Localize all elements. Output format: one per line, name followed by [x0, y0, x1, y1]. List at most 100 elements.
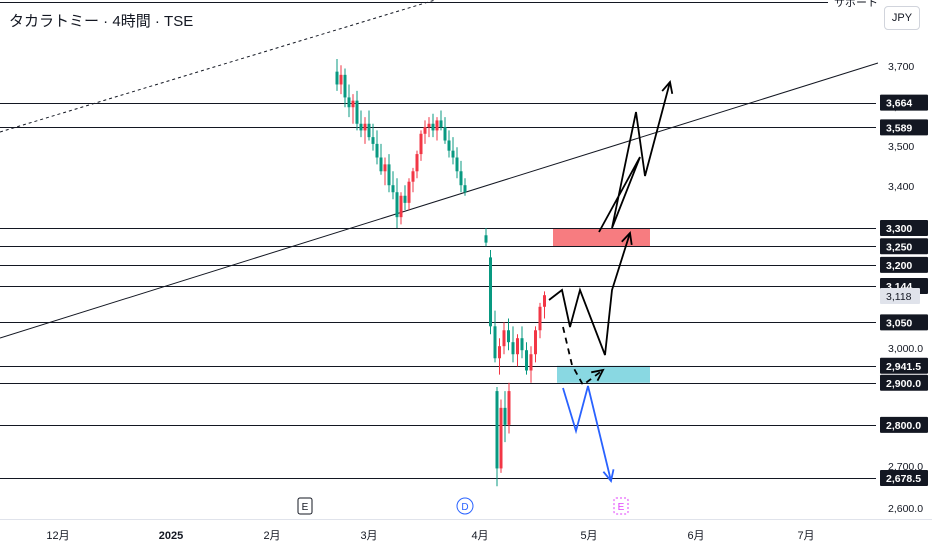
candle-body	[439, 120, 443, 128]
candle-body	[455, 157, 459, 172]
candle-body	[498, 346, 501, 359]
candle-body	[502, 330, 506, 347]
candle-body	[511, 342, 515, 355]
level-label: 3,200	[886, 260, 912, 272]
y-tick-label: 3,400	[888, 181, 914, 193]
candle-body	[507, 391, 511, 425]
level-label-bg	[880, 314, 928, 331]
forecast-path-4	[562, 385, 612, 482]
candle-body	[411, 171, 415, 182]
candle-body	[495, 391, 499, 469]
x-tick-label: 12月	[46, 530, 69, 542]
candle-body	[359, 123, 363, 131]
candle-body	[525, 350, 528, 371]
candle-body	[391, 185, 395, 193]
level-label-bg	[880, 416, 928, 433]
candle-body	[343, 74, 347, 98]
x-tick-label: 6月	[687, 530, 704, 542]
trendline-solid	[0, 62, 879, 339]
event-label: E	[302, 502, 309, 513]
candle-body	[351, 100, 355, 108]
symbol-name: タカラトミー	[9, 13, 100, 30]
candle-body	[489, 257, 492, 327]
y-tick-label: 3,000.0	[888, 343, 923, 355]
candle-body	[543, 295, 546, 307]
support-label: サポート	[834, 0, 878, 9]
level-label-bg	[880, 220, 928, 236]
zone-2	[557, 365, 650, 383]
x-tick-label: 2025	[159, 530, 183, 542]
level-label: 2,941.5	[886, 361, 921, 373]
candle-body	[347, 97, 351, 108]
candle-body	[427, 123, 431, 128]
candle-body	[451, 150, 455, 158]
y-tick-label: 3,700	[888, 61, 914, 73]
level-label-bg	[880, 357, 928, 374]
level-label: 2,800.0	[886, 420, 921, 432]
candle-body	[493, 326, 497, 359]
x-tick-label: 2月	[263, 530, 280, 542]
candle-body	[463, 185, 467, 193]
x-tick-label: 4月	[471, 530, 488, 542]
level-label: 3,589	[886, 122, 912, 134]
trendline-dashed	[0, 0, 436, 133]
zone-1	[553, 228, 650, 247]
level-label-bg	[880, 374, 928, 391]
candle-body	[507, 330, 510, 343]
candle-body	[407, 181, 411, 203]
candle-body	[383, 164, 387, 172]
candle-body	[431, 123, 435, 131]
symbol-title[interactable]: タカラトミー · 4時間 · TSE	[6, 9, 197, 32]
level-label: 3,050	[886, 317, 912, 329]
x-tick-label: 7月	[797, 530, 814, 542]
level-label-bg	[880, 119, 928, 136]
level-label: 3,300	[886, 223, 912, 235]
event-marker	[613, 497, 629, 515]
forecast-arrowhead-4	[602, 469, 615, 484]
candle-body	[339, 74, 343, 85]
candle-body	[534, 330, 537, 355]
currency-button[interactable]: JPY	[884, 6, 920, 30]
title-separator-1: ·	[99, 13, 113, 30]
level-label-bg	[880, 238, 928, 255]
y-tick-label: 3,500	[888, 141, 914, 153]
candle-body	[419, 133, 423, 155]
candle-body	[499, 407, 503, 469]
level-label-bg	[880, 470, 928, 486]
candle-body	[335, 71, 339, 85]
x-tick-label: 3月	[360, 530, 377, 542]
candle-body	[399, 195, 403, 218]
forecast-path-2	[598, 81, 671, 233]
last-price-label: 3,118	[886, 291, 912, 303]
candle-body	[403, 195, 407, 203]
candle-body	[516, 338, 519, 355]
level-label-bg	[880, 256, 928, 273]
candle-body	[363, 123, 367, 131]
exchange: TSE	[164, 13, 194, 30]
forecast-arrowhead-2	[661, 80, 674, 94]
event-marker	[456, 497, 474, 515]
level-label: 2,678.5	[886, 473, 921, 485]
event-label: D	[461, 502, 468, 513]
candle-body	[459, 171, 463, 186]
forecast-path-1	[548, 232, 631, 356]
title-separator-2: ·	[150, 13, 165, 30]
timeframe: 4時間	[112, 13, 151, 30]
y-tick-label: 2,600.0	[888, 503, 923, 515]
forecast-arrowhead-3	[591, 368, 605, 382]
forecast-arrowhead-1	[621, 231, 633, 246]
candle-body	[503, 407, 507, 425]
candle-body	[395, 192, 399, 218]
candle-body	[538, 306, 542, 331]
candle-body	[423, 127, 427, 134]
candle-body	[367, 123, 371, 138]
event-marker	[297, 497, 313, 515]
level-label-bg	[880, 94, 928, 111]
candle-body	[529, 354, 533, 371]
last-price-label-bg	[880, 287, 920, 304]
candle-body	[415, 154, 419, 172]
candle-body	[379, 157, 383, 172]
candle-body	[443, 127, 447, 141]
